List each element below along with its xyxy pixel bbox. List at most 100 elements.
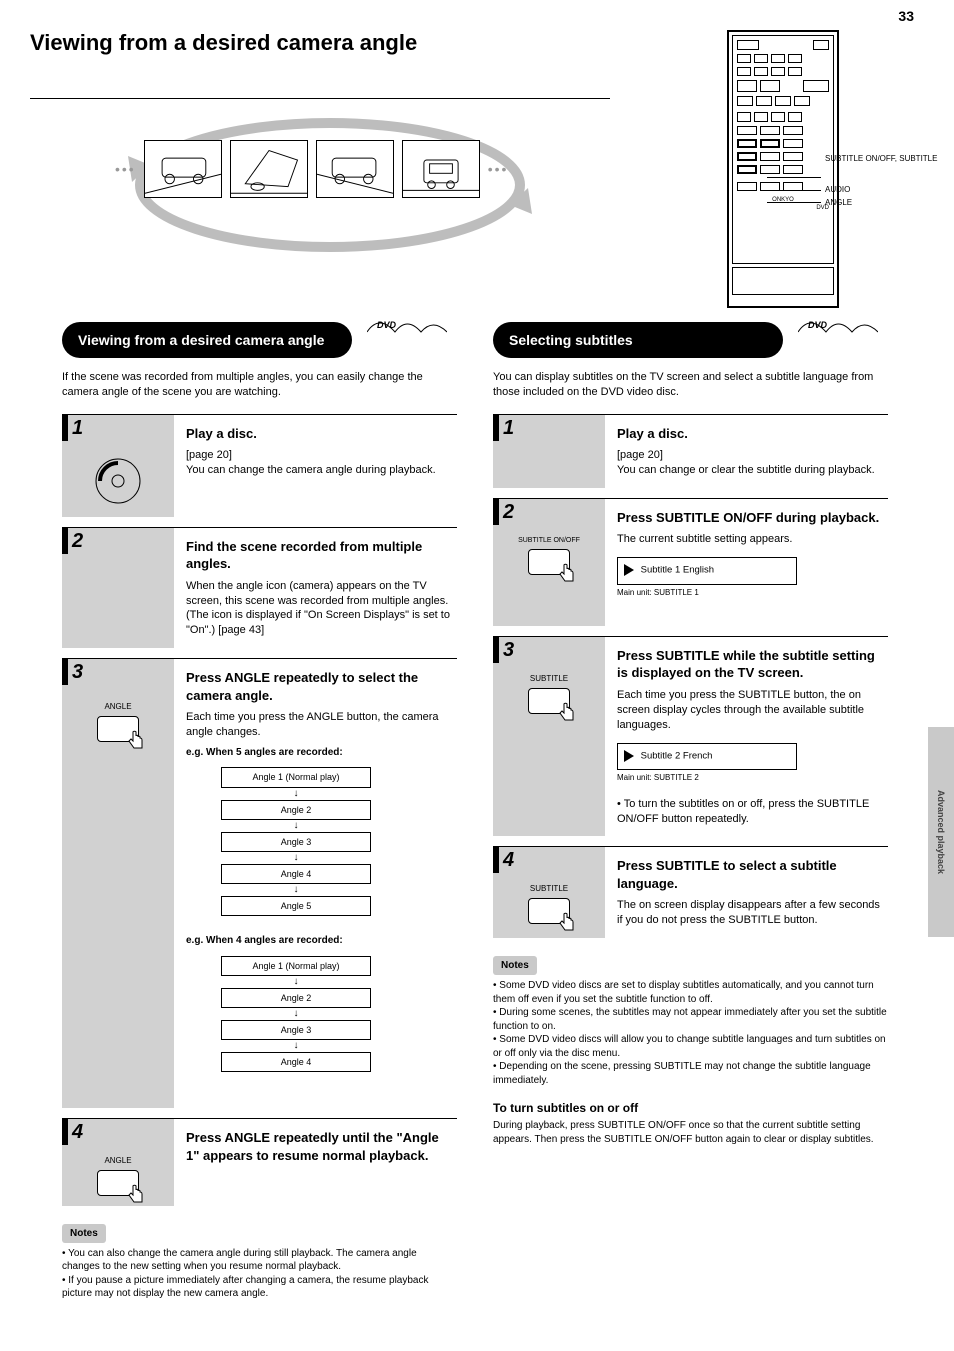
pill-left: Viewing from a desired camera angle — [62, 322, 352, 358]
main-unit-display: Main unit: SUBTITLE 2 — [617, 770, 884, 787]
remote-diagram: ONKYO DVD — [727, 30, 839, 308]
car-angle-1 — [144, 140, 222, 198]
step-btn-label: SUBTITLE — [530, 675, 568, 684]
car-angle-4 — [402, 140, 480, 198]
step-number: 2 — [72, 530, 83, 553]
flow-box: Angle 4 — [221, 1052, 371, 1072]
step-lead: Press SUBTITLE while the subtitle settin… — [617, 647, 884, 682]
angle-illustration: ••• ••• — [90, 110, 570, 260]
right-column: You can display subtitles on the TV scre… — [493, 370, 888, 1301]
subtitle-onoff-button-icon — [528, 549, 570, 575]
down-arrow-icon: ↓ — [294, 1008, 299, 1020]
step-body: [page 20] You can change or clear the su… — [617, 448, 884, 478]
step-btn-label: ANGLE — [104, 703, 131, 712]
step-number: 3 — [503, 639, 514, 662]
columns: If the scene was recorded from multiple … — [62, 370, 892, 1301]
page-number: 33 — [898, 8, 914, 24]
step-lead: Press ANGLE repeatedly to select the cam… — [186, 669, 453, 704]
remote-label-audio: AUDIO — [825, 185, 850, 194]
section-headers: Viewing from a desired camera angle DVD … — [62, 322, 892, 358]
step-btn-label: SUBTITLE ON/OFF — [518, 537, 580, 545]
pointer-icon — [624, 750, 634, 762]
step-lead: Play a disc. — [617, 425, 884, 443]
clear-subtitle-body: During playback, press SUBTITLE ON/OFF o… — [493, 1119, 888, 1146]
pill-right: Selecting subtitles — [493, 322, 783, 358]
car-angle-3 — [316, 140, 394, 198]
step-number: 4 — [503, 849, 514, 872]
step-number: 1 — [72, 417, 83, 440]
dvd-tag-right: DVD — [798, 314, 878, 334]
osd-display-box: Subtitle 2 French — [617, 743, 797, 770]
subtitle-button-icon — [528, 688, 570, 714]
down-arrow-icon: ↓ — [294, 788, 299, 800]
step-lead: Press SUBTITLE to select a subtitle lang… — [617, 857, 884, 892]
flow2-label: e.g. When 4 angles are recorded: — [186, 934, 453, 948]
notes-text: • Some DVD video discs are set to displa… — [493, 979, 888, 1087]
osd-text: Subtitle 1 English — [641, 565, 714, 576]
left-step-3: 3 ANGLE Press ANGLE repeatedly to select… — [62, 658, 457, 1118]
flow-box: Angle 3 — [221, 1020, 371, 1040]
main-unit-display: Main unit: SUBTITLE 1 — [617, 585, 884, 602]
flow-box: Angle 1 (Normal play) — [221, 956, 371, 976]
remote-label-subtitle: SUBTITLE ON/OFF, SUBTITLE — [825, 154, 937, 163]
svg-text:DVD: DVD — [808, 320, 828, 330]
flow-box: Angle 2 — [221, 988, 371, 1008]
press-hand-icon — [555, 701, 579, 725]
left-step-2: 2 Find the scene recorded from multiple … — [62, 527, 457, 658]
notes-badge: Notes — [62, 1224, 106, 1243]
left-step-1: 1 Play a disc. [page 20] You can change … — [62, 414, 457, 527]
subtitle-button-icon — [528, 898, 570, 924]
right-step-4: 4 SUBTITLE Press SUBTITLE to select a su… — [493, 846, 888, 948]
step-btn-label: ANGLE — [104, 1157, 131, 1166]
clear-subtitle-heading: To turn subtitles on or off — [493, 1101, 888, 1115]
right-intro: You can display subtitles on the TV scre… — [493, 370, 888, 400]
step-number: 3 — [72, 661, 83, 684]
notes-badge: Notes — [493, 956, 537, 975]
press-hand-icon — [124, 1183, 148, 1207]
step-lead: Press SUBTITLE ON/OFF during playback. — [617, 509, 884, 527]
step-btn-label: SUBTITLE — [530, 885, 568, 894]
right-step-2: 2 SUBTITLE ON/OFF Press SUBTITLE ON/OFF … — [493, 498, 888, 636]
flow-1: Angle 1 (Normal play) ↓ Angle 2 ↓ Angle … — [206, 767, 386, 916]
step-number: 1 — [503, 417, 514, 440]
down-arrow-icon: ↓ — [294, 1040, 299, 1052]
angle-button-icon — [97, 1170, 139, 1196]
svg-text:DVD: DVD — [377, 320, 397, 330]
remote-leader-1 — [767, 177, 821, 178]
side-tab: Advanced playback — [928, 727, 954, 937]
dvd-tag-left: DVD — [367, 314, 447, 334]
down-arrow-icon: ↓ — [294, 820, 299, 832]
dots-right: ••• — [488, 161, 509, 177]
car-angle-2 — [230, 140, 308, 198]
flow-box: Angle 5 — [221, 896, 371, 916]
press-hand-icon — [555, 911, 579, 935]
down-arrow-icon: ↓ — [294, 884, 299, 896]
down-arrow-icon: ↓ — [294, 976, 299, 988]
step-lead: Press ANGLE repeatedly until the "Angle … — [186, 1129, 453, 1164]
flow1-label: e.g. When 5 angles are recorded: — [186, 746, 453, 760]
press-hand-icon — [124, 729, 148, 753]
step-body: When the angle icon (camera) appears on … — [186, 579, 453, 638]
step-number: 2 — [503, 501, 514, 524]
step-number: 4 — [72, 1121, 83, 1144]
left-column: If the scene was recorded from multiple … — [62, 370, 457, 1301]
right-step-1: 1 Play a disc. [page 20] You can change … — [493, 414, 888, 498]
dots-left: ••• — [115, 161, 136, 177]
remote-leader-3 — [767, 202, 821, 203]
step-body: The on screen display disappears after a… — [617, 898, 884, 928]
pointer-icon — [624, 564, 634, 576]
press-hand-icon — [555, 562, 579, 586]
car-frames: ••• ••• — [115, 140, 508, 198]
flow-box: Angle 4 — [221, 864, 371, 884]
remote-leader-2 — [767, 190, 821, 191]
notes-text: • You can also change the camera angle d… — [62, 1247, 457, 1301]
step-body: Each time you press the SUBTITLE button,… — [617, 688, 884, 733]
right-step-3: 3 SUBTITLE Press SUBTITLE while the subt… — [493, 636, 888, 846]
flow-2: Angle 1 (Normal play) ↓ Angle 2 ↓ Angle … — [206, 956, 386, 1073]
step-body: Each time you press the ANGLE button, th… — [186, 710, 453, 740]
left-step-4: 4 ANGLE Press ANGLE repeatedly until the… — [62, 1118, 457, 1216]
step-body: [page 20] You can change the camera angl… — [186, 448, 453, 478]
step-lead: Play a disc. — [186, 425, 453, 443]
flow-box: Angle 2 — [221, 800, 371, 820]
step-lead: Find the scene recorded from multiple an… — [186, 538, 453, 573]
